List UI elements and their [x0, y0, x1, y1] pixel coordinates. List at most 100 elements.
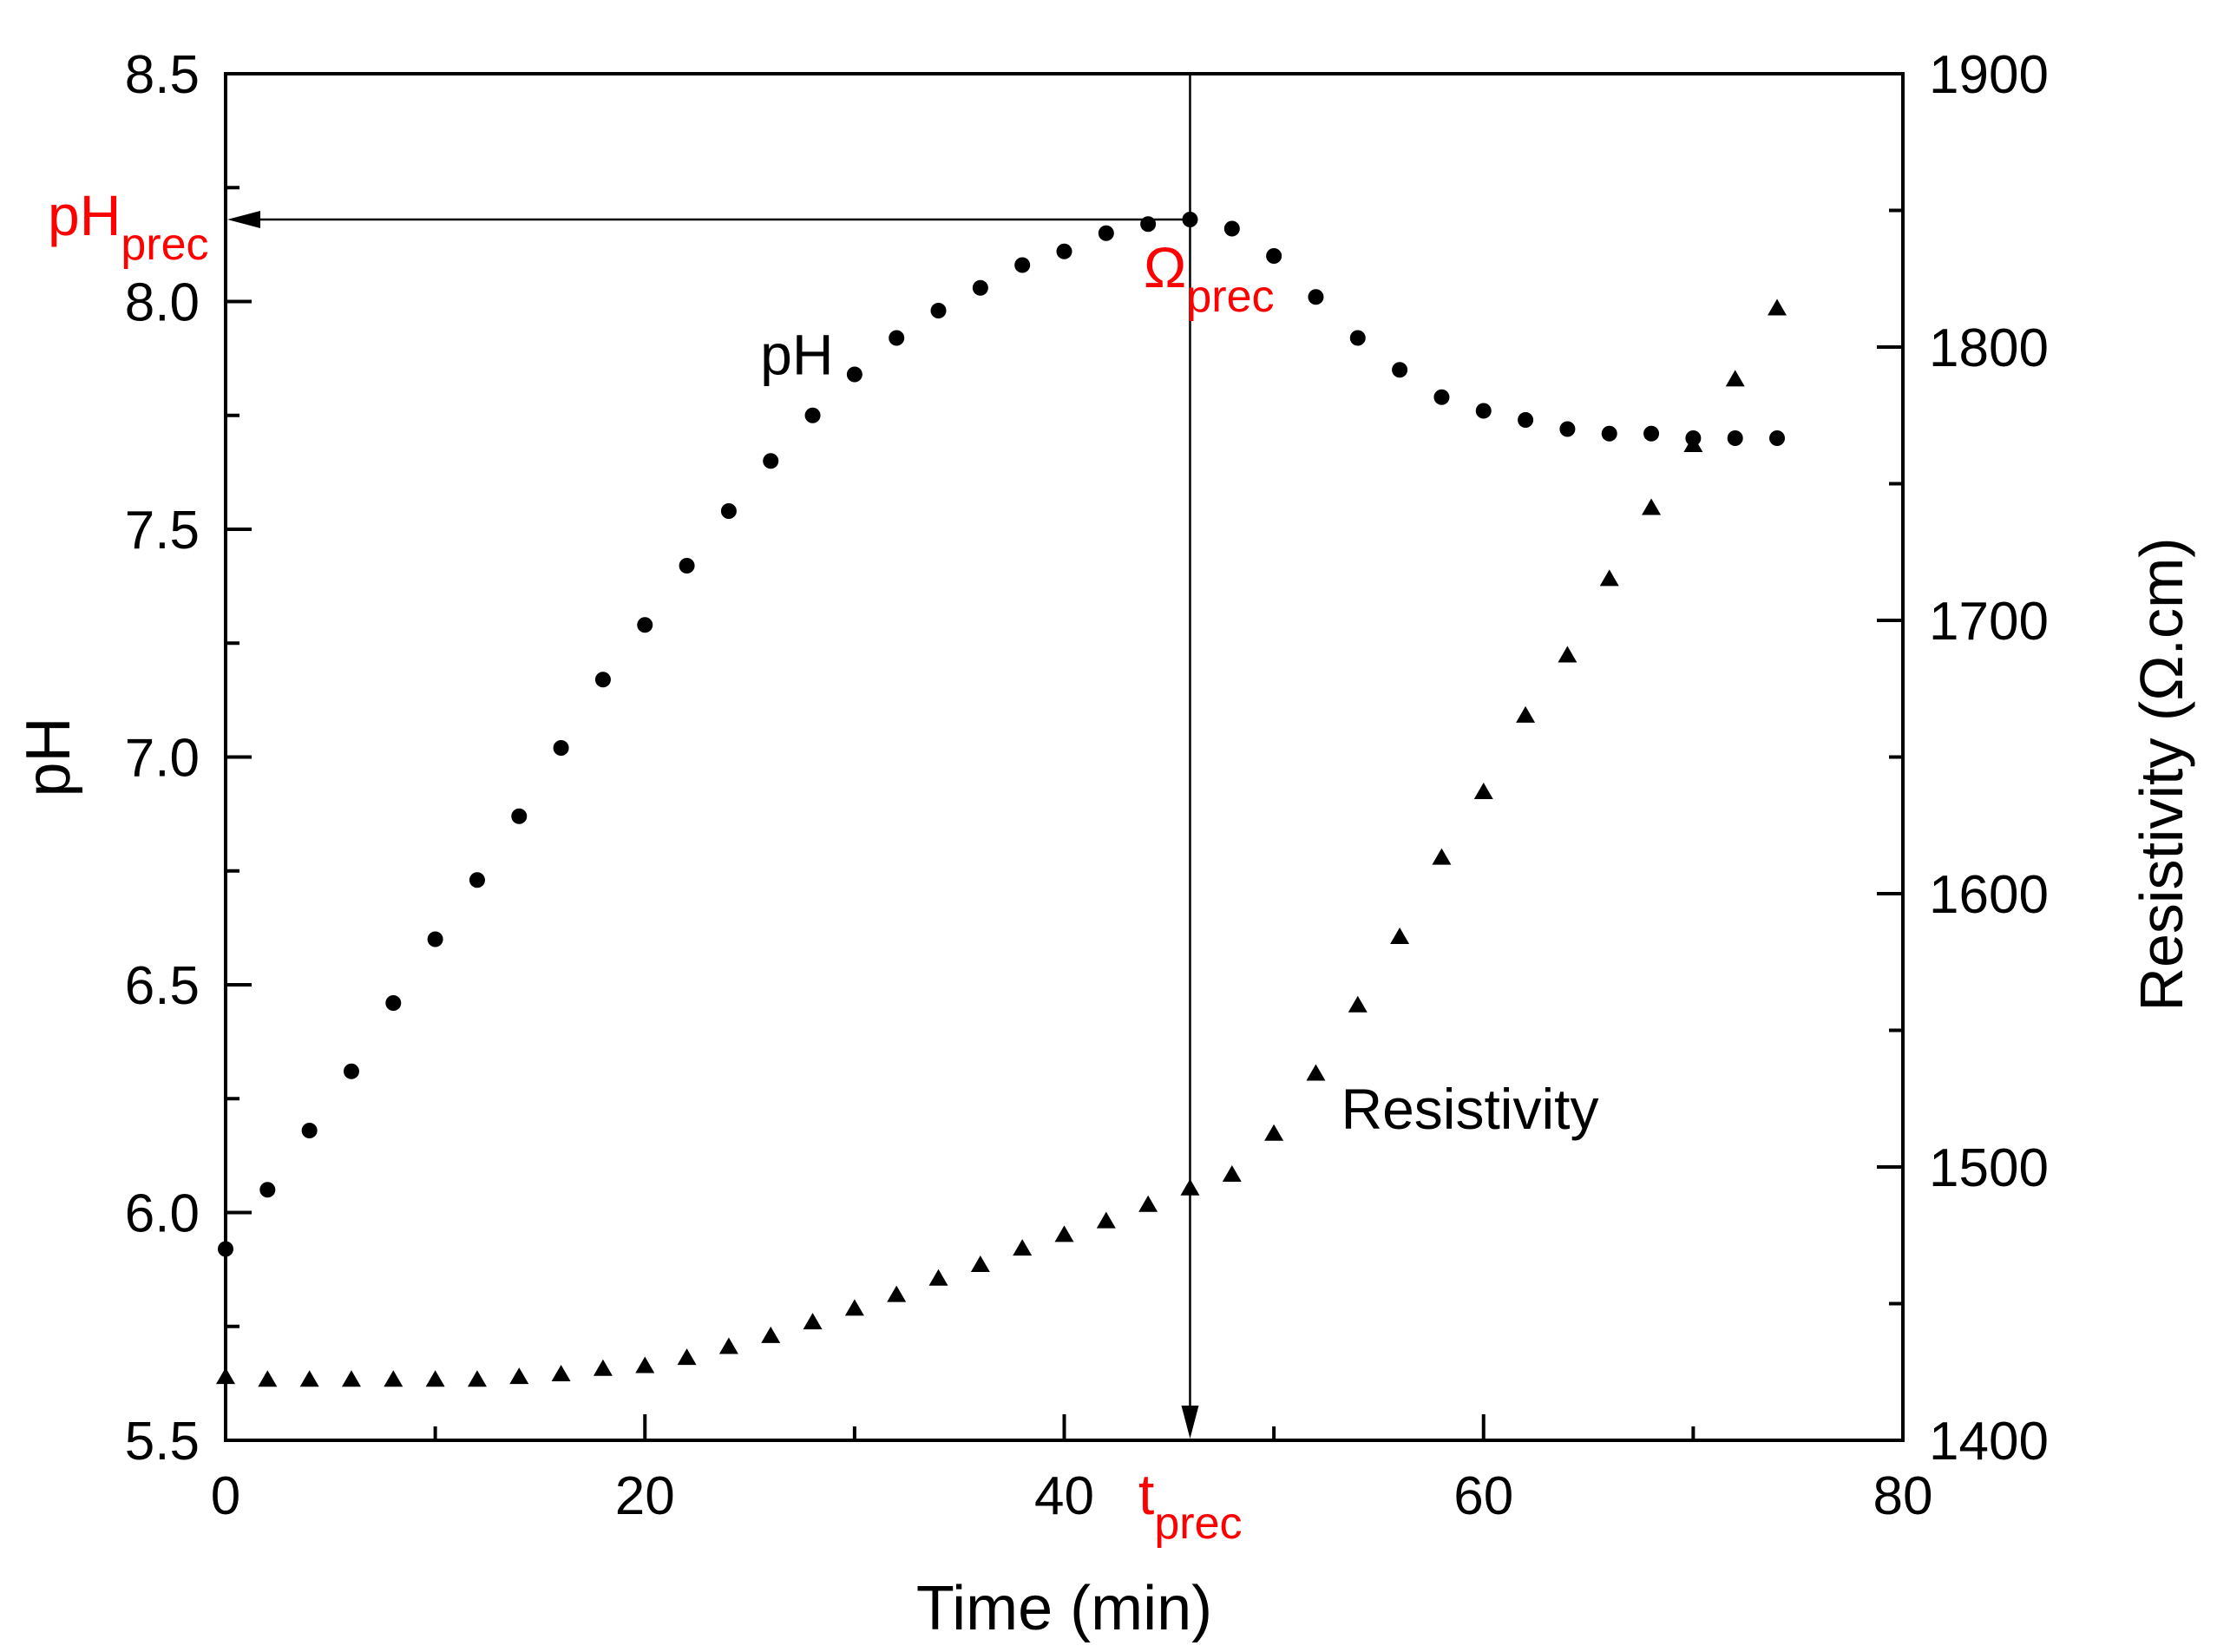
- resistivity-point: [467, 1370, 487, 1387]
- ph-point: [594, 672, 611, 688]
- resistivity-point: [1725, 370, 1745, 387]
- ph-prec-arrowhead: [227, 211, 260, 228]
- series-resistivity: [216, 298, 1787, 1387]
- y-right-tick-label: 1600: [1929, 865, 2049, 925]
- resistivity-point: [887, 1285, 907, 1302]
- ph-prec-label-sub: prec: [121, 220, 208, 270]
- resistivity-series-label: Resistivity: [1341, 1077, 1598, 1141]
- y-right-tick-label: 1900: [1929, 45, 2049, 105]
- ph-point: [1349, 330, 1366, 346]
- resistivity-point: [1683, 436, 1703, 452]
- resistivity-point: [1054, 1225, 1074, 1242]
- ph-point: [1014, 257, 1031, 273]
- ticks-group: 0 20 40 60 80 5.5 6.0 6.5 7.0 7.5 8.0 8.5 1400 1500 16…: [125, 45, 2049, 1526]
- resistivity-point: [928, 1268, 948, 1286]
- ph-point: [1266, 248, 1282, 264]
- ph-point: [804, 407, 821, 423]
- ph-point: [1308, 289, 1324, 305]
- resistivity-point: [1432, 848, 1452, 865]
- ph-point: [343, 1063, 359, 1079]
- resistivity-point: [258, 1370, 278, 1387]
- resistivity-point: [1306, 1064, 1326, 1081]
- resistivity-point: [216, 1367, 235, 1385]
- y-left-tick-label: 7.0: [125, 729, 200, 789]
- resistivity-point: [970, 1255, 990, 1272]
- resistivity-point: [1642, 498, 1662, 515]
- y-right-axis-label: Resistivity (Ω.cm): [2128, 537, 2195, 1011]
- ph-point: [1392, 362, 1408, 378]
- axes-group: Time (min) pH Resistivity (Ω.cm): [14, 72, 2195, 1643]
- resistivity-point: [1348, 995, 1368, 1013]
- t-prec-label-main: t: [1138, 1462, 1154, 1526]
- x-tick-label: 20: [615, 1466, 675, 1526]
- resistivity-point: [803, 1313, 823, 1330]
- ph-point: [511, 808, 528, 824]
- resistivity-point: [1138, 1195, 1158, 1212]
- resistivity-point: [677, 1348, 697, 1366]
- ph-point: [1727, 430, 1743, 446]
- ph-point: [720, 503, 737, 519]
- ph-prec-label: pHprec: [48, 183, 209, 270]
- y-right-tick-label: 1500: [1929, 1138, 2049, 1198]
- y-left-tick-label: 7.5: [125, 501, 200, 560]
- ph-point: [218, 1241, 233, 1257]
- x-tick-label: 40: [1034, 1466, 1094, 1526]
- resistivity-point: [341, 1370, 361, 1387]
- resistivity-point: [1096, 1211, 1116, 1229]
- resistivity-point: [1599, 569, 1619, 587]
- ph-point: [1223, 220, 1240, 237]
- ph-point: [930, 303, 947, 318]
- resistivity-point: [1222, 1165, 1242, 1183]
- ph-prec-label-main: pH: [48, 183, 121, 247]
- ph-point: [427, 931, 443, 947]
- resistivity-point: [1390, 928, 1410, 944]
- ph-series-label: pH: [760, 323, 833, 387]
- ph-point: [1643, 425, 1660, 442]
- ph-point: [1475, 403, 1492, 419]
- ph-point: [385, 995, 402, 1011]
- resistivity-point: [593, 1359, 613, 1376]
- ph-point: [553, 740, 569, 756]
- y-left-tick-label: 5.5: [125, 1412, 200, 1472]
- ph-point: [1769, 430, 1786, 446]
- resistivity-point: [1558, 646, 1577, 663]
- y-left-axis-label: pH: [14, 717, 83, 796]
- resistivity-point: [1013, 1239, 1033, 1256]
- resistivity-point: [844, 1299, 864, 1316]
- x-tick-label: 0: [211, 1466, 240, 1526]
- ph-point: [679, 558, 695, 574]
- y-left-tick-label: 6.5: [125, 956, 200, 1016]
- resistivity-point: [384, 1370, 403, 1387]
- omega-prec-label: Ωprec: [1144, 235, 1275, 322]
- ph-point: [763, 453, 779, 469]
- y-left-tick-label: 8.0: [125, 273, 200, 333]
- ph-point: [1518, 412, 1534, 428]
- ph-point: [1056, 243, 1072, 259]
- resistivity-point: [551, 1365, 571, 1381]
- resistivity-point: [1473, 783, 1493, 800]
- resistivity-point: [1516, 705, 1536, 723]
- x-tick-label: 60: [1453, 1466, 1513, 1526]
- omega-prec-label-sub: prec: [1186, 272, 1274, 322]
- t-prec-arrowhead: [1181, 1406, 1199, 1439]
- y-right-tick-label: 1700: [1929, 592, 2049, 652]
- series-ph: [218, 212, 1786, 1257]
- ph-point: [846, 366, 863, 383]
- ph-point: [889, 330, 905, 346]
- x-axis-label: Time (min): [916, 1574, 1212, 1643]
- ph-point: [1098, 225, 1114, 241]
- ph-point: [469, 872, 485, 888]
- x-tick-label: 80: [1873, 1466, 1933, 1526]
- resistivity-point: [1264, 1124, 1284, 1141]
- resistivity-point: [509, 1367, 529, 1385]
- resistivity-point: [299, 1370, 319, 1387]
- y-right-tick-label: 1800: [1929, 318, 2049, 378]
- ph-point: [1433, 389, 1450, 405]
- ph-point: [1559, 421, 1576, 437]
- y-left-tick-label: 8.5: [125, 45, 200, 105]
- t-prec-label-sub: prec: [1154, 1498, 1242, 1549]
- resistivity-point: [425, 1370, 445, 1387]
- resistivity-point: [718, 1337, 738, 1354]
